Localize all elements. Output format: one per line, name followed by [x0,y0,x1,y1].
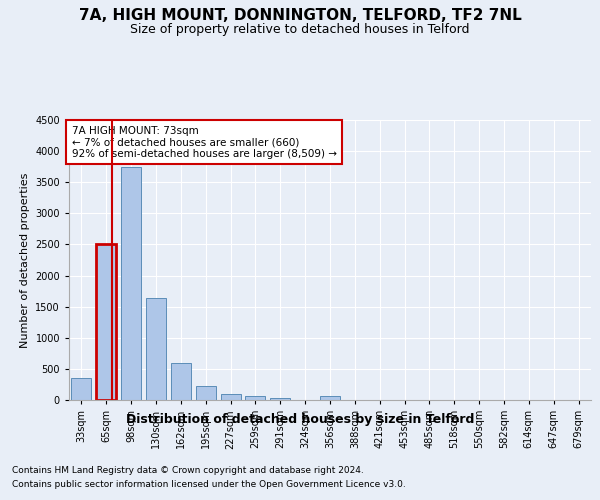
Text: Size of property relative to detached houses in Telford: Size of property relative to detached ho… [130,22,470,36]
Text: Contains public sector information licensed under the Open Government Licence v3: Contains public sector information licen… [12,480,406,489]
Bar [245,396,265,400]
Bar [271,398,290,400]
Bar [171,364,191,400]
Bar [146,298,166,400]
Bar [320,396,340,400]
Bar [121,166,141,400]
Bar [97,244,116,400]
Text: Contains HM Land Registry data © Crown copyright and database right 2024.: Contains HM Land Registry data © Crown c… [12,466,364,475]
Text: Distribution of detached houses by size in Telford: Distribution of detached houses by size … [126,412,474,426]
Bar [221,394,241,400]
Text: 7A HIGH MOUNT: 73sqm
← 7% of detached houses are smaller (660)
92% of semi-detac: 7A HIGH MOUNT: 73sqm ← 7% of detached ho… [71,126,337,159]
Bar [196,386,215,400]
Text: 7A, HIGH MOUNT, DONNINGTON, TELFORD, TF2 7NL: 7A, HIGH MOUNT, DONNINGTON, TELFORD, TF2… [79,8,521,22]
Bar [71,378,91,400]
Y-axis label: Number of detached properties: Number of detached properties [20,172,29,348]
